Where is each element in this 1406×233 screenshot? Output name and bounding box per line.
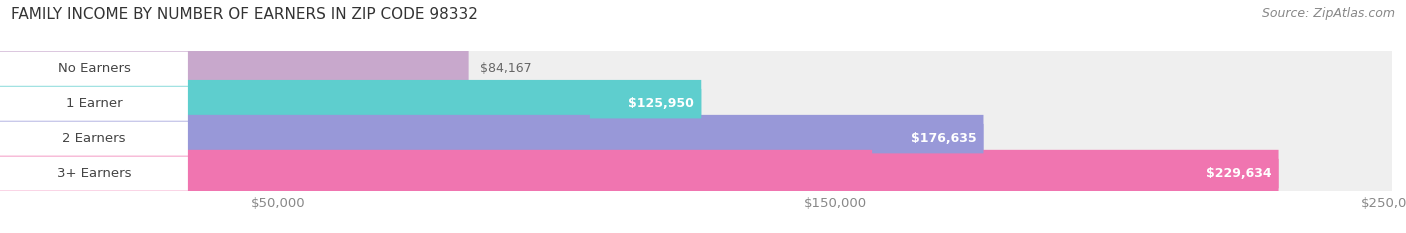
- FancyBboxPatch shape: [0, 80, 1392, 127]
- FancyBboxPatch shape: [0, 52, 188, 86]
- FancyBboxPatch shape: [0, 150, 1392, 197]
- Text: Source: ZipAtlas.com: Source: ZipAtlas.com: [1261, 7, 1395, 20]
- FancyBboxPatch shape: [0, 45, 1392, 93]
- Text: 1 Earner: 1 Earner: [66, 97, 122, 110]
- Text: 3+ Earners: 3+ Earners: [56, 167, 131, 180]
- Text: $125,950: $125,950: [628, 97, 695, 110]
- FancyBboxPatch shape: [591, 89, 702, 118]
- Text: $84,167: $84,167: [479, 62, 531, 75]
- FancyBboxPatch shape: [0, 122, 188, 156]
- Text: FAMILY INCOME BY NUMBER OF EARNERS IN ZIP CODE 98332: FAMILY INCOME BY NUMBER OF EARNERS IN ZI…: [11, 7, 478, 22]
- FancyBboxPatch shape: [0, 80, 702, 127]
- Text: $229,634: $229,634: [1206, 167, 1271, 180]
- Text: 2 Earners: 2 Earners: [62, 132, 125, 145]
- FancyBboxPatch shape: [0, 87, 188, 121]
- FancyBboxPatch shape: [0, 157, 188, 191]
- Text: $176,635: $176,635: [911, 132, 977, 145]
- Text: No Earners: No Earners: [58, 62, 131, 75]
- FancyBboxPatch shape: [0, 115, 983, 162]
- FancyBboxPatch shape: [1167, 159, 1278, 188]
- FancyBboxPatch shape: [872, 124, 983, 153]
- FancyBboxPatch shape: [0, 45, 468, 93]
- FancyBboxPatch shape: [0, 150, 1278, 197]
- FancyBboxPatch shape: [0, 115, 1392, 162]
